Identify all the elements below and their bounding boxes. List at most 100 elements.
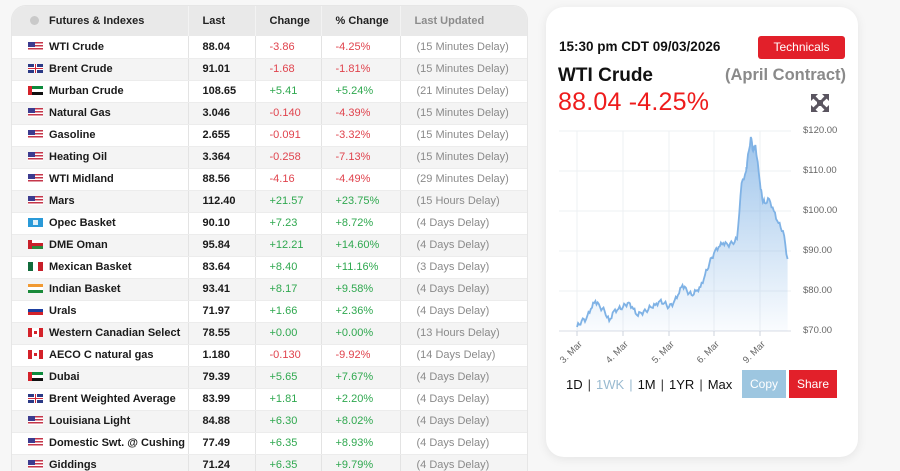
flag-us-icon: [28, 108, 43, 117]
last-price-cell: 84.88: [188, 410, 256, 433]
pct-change-cell: +2.20%: [321, 388, 401, 411]
last-updated-cell: (15 Minutes Delay): [400, 124, 527, 147]
quote-card: 15:30 pm CDT 09/03/2026 Technicals WTI C…: [546, 7, 858, 457]
share-button[interactable]: Share: [789, 370, 837, 398]
table-row[interactable]: Dubai 79.39 +5.65 +7.67% (4 Days Delay): [12, 366, 527, 389]
technicals-button[interactable]: Technicals: [758, 36, 845, 59]
instrument-name-cell[interactable]: Opec Basket: [12, 212, 189, 235]
last-price-cell: 88.04: [188, 36, 256, 59]
last-updated-cell: (4 Days Delay): [400, 388, 527, 411]
table-row[interactable]: Louisiana Light 84.88 +6.30 +8.02% (4 Days D…: [12, 410, 527, 433]
y-axis-tick: $80.00: [803, 285, 833, 296]
pct-change-cell: -4.25%: [321, 36, 401, 59]
header-change[interactable]: Change: [255, 6, 322, 36]
last-updated-cell: (14 Days Delay): [400, 344, 527, 367]
last-updated-cell: (4 Days Delay): [400, 234, 527, 257]
header-pct-change[interactable]: % Change: [321, 6, 401, 36]
price-line: [576, 136, 789, 328]
quote-timestamp: 15:30 pm CDT 09/03/2026: [559, 39, 721, 54]
last-price-cell: 91.01: [188, 58, 256, 81]
table-row[interactable]: Giddings 71.24 +6.35 +9.79% (4 Days Delay): [12, 454, 527, 471]
instrument-name-cell[interactable]: WTI Midland: [12, 168, 189, 191]
table-row[interactable]: Murban Crude 108.65 +5.41 +5.24% (21 Minutes…: [12, 80, 527, 103]
last-updated-cell: (15 Hours Delay): [400, 190, 527, 213]
fullscreen-expand-icon[interactable]: [811, 94, 829, 112]
table-row[interactable]: Mexican Basket 83.64 +8.40 +11.16% (3 Days D…: [12, 256, 527, 279]
change-cell: -0.130: [255, 344, 322, 367]
pct-change-cell: +9.58%: [321, 278, 401, 301]
instrument-name-cell[interactable]: Giddings: [12, 454, 189, 471]
range-separator: |: [629, 377, 633, 392]
table-row[interactable]: Brent Weighted Average 83.99 +1.81 +2.20% (4…: [12, 388, 527, 411]
instrument-name-cell[interactable]: Western Canadian Select: [12, 322, 189, 345]
table-row[interactable]: DME Oman 95.84 +12.21 +14.60% (4 Days Delay): [12, 234, 527, 257]
change-cell: -1.68: [255, 58, 322, 81]
pct-change-cell: +2.36%: [321, 300, 401, 323]
header-last[interactable]: Last: [188, 6, 256, 36]
table-row[interactable]: Mars 112.40 +21.57 +23.75% (15 Hours Delay): [12, 190, 527, 213]
copy-button[interactable]: Copy: [742, 370, 786, 398]
last-price-cell: 108.65: [188, 80, 256, 103]
instrument-name-cell[interactable]: AECO C natural gas: [12, 344, 189, 367]
flag-us-icon: [28, 416, 43, 425]
instrument-name-cell[interactable]: Indian Basket: [12, 278, 189, 301]
range-option-max[interactable]: Max: [707, 377, 733, 392]
change-cell: +21.57: [255, 190, 322, 213]
table-row[interactable]: Gasoline 2.655 -0.091 -3.32% (15 Minutes Del…: [12, 124, 527, 147]
table-row[interactable]: Domestic Swt. @ Cushing 77.49 +6.35 +8.93%(…: [12, 432, 527, 455]
last-updated-cell: (3 Days Delay): [400, 256, 527, 279]
last-updated-cell: (4 Days Delay): [400, 454, 527, 471]
instrument-name-cell[interactable]: WTI Crude: [12, 36, 189, 59]
change-cell: -0.258: [255, 146, 322, 169]
futures-table-panel: Futures & Indexes Last Change % Change L…: [12, 6, 527, 471]
instrument-name-cell[interactable]: Domestic Swt. @ Cushing: [12, 432, 189, 455]
pct-change-cell: -9.92%: [321, 344, 401, 367]
instrument-name-cell[interactable]: Dubai: [12, 366, 189, 389]
last-updated-cell: (29 Minutes Delay): [400, 168, 527, 191]
table-row[interactable]: Natural Gas 3.046 -0.140 -4.39% (15 Minutes …: [12, 102, 527, 125]
table-row[interactable]: Heating Oil 3.364 -0.258 -7.13% (15 Minutes …: [12, 146, 527, 169]
instrument-name-cell[interactable]: Mexican Basket: [12, 256, 189, 279]
instrument-name-cell[interactable]: Murban Crude: [12, 80, 189, 103]
y-axis-tick: $110.00: [803, 165, 837, 176]
table-row[interactable]: Brent Crude 91.01 -1.68 -1.81% (15 Minutes D…: [12, 58, 527, 81]
table-row[interactable]: Western Canadian Select 78.55 +0.00 +0.00%(…: [12, 322, 527, 345]
flag-us-icon: [28, 130, 43, 139]
last-updated-cell: (15 Minutes Delay): [400, 146, 527, 169]
price-chart-plot[interactable]: [546, 119, 858, 369]
instrument-name-cell[interactable]: Gasoline: [12, 124, 189, 147]
last-price-cell: 1.180: [188, 344, 256, 367]
last-price-cell: 79.39: [188, 366, 256, 389]
range-option-1m[interactable]: 1M: [637, 377, 656, 392]
range-option-1d[interactable]: 1D: [566, 377, 583, 392]
price-chart[interactable]: $70.00 $80.00 $90.00 $100.00 $110.00 $120.00 3…: [546, 119, 858, 369]
pct-change-cell: +14.60%: [321, 234, 401, 257]
instrument-name-cell[interactable]: DME Oman: [12, 234, 189, 257]
pct-change-cell: +7.67%: [321, 366, 401, 389]
table-row[interactable]: Opec Basket 90.10 +7.23 +8.72% (4 Days Delay…: [12, 212, 527, 235]
flag-in-icon: [28, 284, 43, 293]
instrument-name-cell[interactable]: Urals: [12, 300, 189, 323]
table-row[interactable]: Indian Basket 93.41 +8.17 +9.58% (4 Days Del…: [12, 278, 527, 301]
table-row[interactable]: Urals 71.97 +1.66 +2.36% (4 Days Delay): [12, 300, 527, 323]
table-row[interactable]: AECO C natural gas 1.180 -0.130 -9.92% (14 D…: [12, 344, 527, 367]
range-option-1yr[interactable]: 1YR: [669, 377, 695, 392]
change-cell: +1.66: [255, 300, 322, 323]
instrument-name-cell[interactable]: Brent Crude: [12, 58, 189, 81]
header-last-updated[interactable]: Last Updated: [400, 6, 527, 36]
header-name[interactable]: Futures & Indexes: [12, 6, 189, 36]
table-body: WTI Crude 88.04 -3.86 -4.25% (15 Minutes Del…: [12, 36, 527, 471]
table-row[interactable]: WTI Crude 88.04 -3.86 -4.25% (15 Minutes Del…: [12, 36, 527, 59]
instrument-name-cell[interactable]: Natural Gas: [12, 102, 189, 125]
last-updated-cell: (4 Days Delay): [400, 432, 527, 455]
last-updated-cell: (13 Hours Delay): [400, 322, 527, 345]
instrument-name-cell[interactable]: Brent Weighted Average: [12, 388, 189, 411]
pct-change-cell: -4.39%: [321, 102, 401, 125]
table-row[interactable]: WTI Midland 88.56 -4.16 -4.49% (29 Minutes D…: [12, 168, 527, 191]
instrument-name-cell[interactable]: Louisiana Light: [12, 410, 189, 433]
instrument-name-cell[interactable]: Heating Oil: [12, 146, 189, 169]
range-option-1wk[interactable]: 1WK: [596, 377, 625, 392]
instrument-name-cell[interactable]: Mars: [12, 190, 189, 213]
pct-change-cell: +11.16%: [321, 256, 401, 279]
last-price-cell: 2.655: [188, 124, 256, 147]
